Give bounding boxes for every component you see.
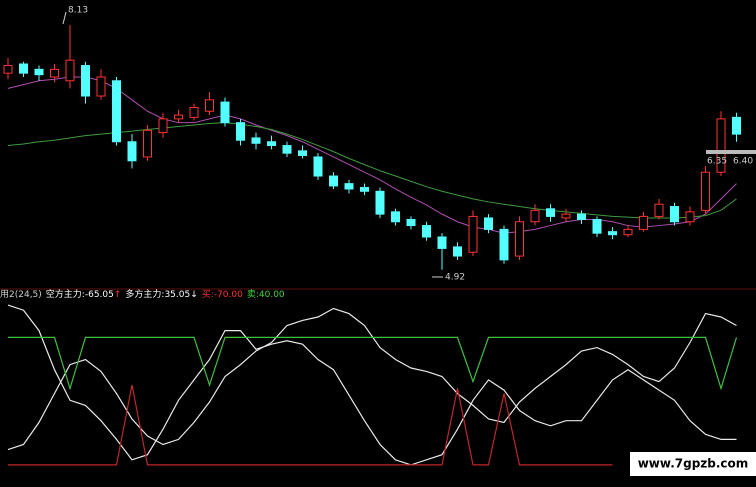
- candle-body: [282, 145, 292, 154]
- candle-body: [530, 209, 540, 223]
- candle-body: [561, 213, 571, 219]
- candle-body: [96, 76, 106, 97]
- indicator-label: 买:: [202, 289, 214, 300]
- candle-body: [3, 65, 13, 74]
- candle-body: [344, 183, 354, 190]
- moving-average: [7, 122, 737, 219]
- candle-body: [391, 211, 400, 223]
- candle-body: [515, 221, 524, 257]
- candle-body: [422, 225, 431, 238]
- candle-body: [236, 122, 245, 141]
- candle-body: [360, 186, 369, 192]
- candle-body: [205, 99, 214, 112]
- candle-body: [670, 206, 679, 223]
- high-annotation: 8.13: [68, 6, 88, 16]
- price-annotation: 6.40: [733, 157, 753, 167]
- indicator-value: -65.05: [85, 290, 114, 300]
- candle-body: [623, 228, 633, 236]
- candle-body: [298, 150, 307, 156]
- candle-body: [143, 129, 152, 158]
- indicator-arrow: ↓: [190, 290, 198, 300]
- moving-average: [7, 76, 737, 234]
- indicator-title: 用2(24,5): [0, 289, 42, 300]
- indicator-label: 空方主力:: [46, 288, 85, 300]
- candle-body: [50, 68, 59, 78]
- candle-body: [453, 246, 462, 257]
- candle-body: [220, 101, 230, 124]
- candle-body: [608, 231, 617, 236]
- candle-body: [329, 175, 338, 187]
- candle-body: [732, 116, 741, 135]
- indicator-line: [8, 384, 613, 466]
- indicator-line: [7, 304, 737, 466]
- indicator-value: -70.00: [214, 290, 243, 300]
- candle-body: [158, 118, 168, 134]
- price-marker: [706, 150, 756, 154]
- candle-body: [112, 80, 121, 143]
- low-annotation: 4.92: [445, 273, 465, 283]
- candle-body: [701, 171, 710, 211]
- indicator-value: 40.00: [259, 290, 285, 300]
- candle-body: [406, 218, 416, 227]
- candle-body: [251, 137, 261, 144]
- candle-body: [577, 213, 586, 220]
- candle-body: [499, 228, 509, 261]
- candle-body: [65, 59, 75, 82]
- indicator-arrow: ↑: [114, 290, 122, 300]
- candle-body: [267, 141, 276, 147]
- candle-body: [437, 236, 447, 249]
- candle-body: [654, 203, 664, 217]
- candle-body: [189, 106, 199, 118]
- candle-body: [592, 218, 602, 234]
- candle-body: [468, 215, 478, 253]
- indicator-line: [8, 336, 738, 391]
- candle-body: [313, 156, 323, 177]
- indicator-value: 35.05: [164, 290, 190, 300]
- candle-body: [375, 190, 385, 215]
- indicator-line: [7, 307, 737, 451]
- candle-body: [19, 63, 28, 74]
- candle-body: [81, 65, 90, 97]
- price-annotation: 6.35: [707, 157, 727, 167]
- indicator-label: 多方主力:: [125, 288, 164, 300]
- watermark: www.7gpzb.com: [638, 457, 749, 471]
- candle-body: [546, 208, 555, 217]
- annotation-leader: [62, 11, 67, 25]
- candle-body: [34, 68, 44, 76]
- candle-body: [685, 211, 695, 223]
- candle-body: [716, 118, 726, 173]
- candle-body: [639, 215, 648, 230]
- candle-body: [127, 141, 137, 162]
- indicator-header: 用2(24,5) 空方主力:-65.05↑ 多方主力:35.05↓ 买:-70.00 卖…: [0, 288, 285, 300]
- watermark-box: [630, 452, 756, 476]
- candle-body: [174, 114, 183, 120]
- indicator-label: 卖:: [247, 289, 259, 300]
- candle-body: [484, 217, 493, 230]
